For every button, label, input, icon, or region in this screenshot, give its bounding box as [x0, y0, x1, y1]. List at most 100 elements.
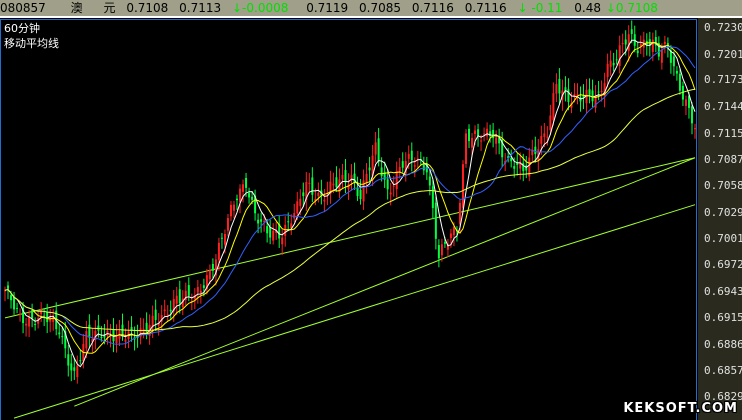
candle-body	[389, 192, 392, 195]
candle-body	[70, 363, 73, 371]
candle-body	[359, 189, 362, 199]
y-tick-label: 0.6972	[704, 258, 742, 272]
trendline	[74, 157, 696, 407]
candle-body	[678, 73, 681, 91]
candle-body	[525, 165, 528, 171]
candle-body	[52, 317, 55, 322]
candle-body	[365, 173, 368, 184]
candle-body	[660, 49, 663, 63]
candle-body	[543, 133, 546, 137]
candle-body	[383, 171, 386, 180]
candle-body	[669, 50, 672, 63]
candle-body	[76, 365, 79, 378]
candle-body	[591, 90, 594, 102]
candle-body	[531, 149, 534, 156]
candle-body	[263, 220, 266, 222]
candle-body	[564, 87, 567, 92]
candle-body	[242, 184, 245, 192]
candle-body	[353, 173, 356, 182]
candle-body	[341, 174, 344, 180]
candle-body	[510, 158, 513, 162]
candle-body	[657, 42, 660, 57]
candle-body	[516, 162, 519, 165]
candle-body	[495, 137, 498, 144]
pct-change: ↓ -0.11	[517, 1, 563, 15]
candle-body	[549, 115, 552, 131]
candle-body	[10, 295, 13, 301]
high-price: 0.7119	[306, 1, 349, 15]
candle-body	[28, 316, 31, 327]
candle-body	[79, 360, 82, 362]
candle-body	[269, 226, 272, 238]
candle-body	[7, 285, 10, 289]
candle-body	[34, 324, 37, 326]
candle-body	[663, 41, 666, 44]
candle-body	[172, 298, 175, 312]
candle-body	[449, 233, 452, 239]
candle-body	[293, 213, 296, 219]
candle-body	[232, 204, 235, 211]
candle-body	[501, 139, 504, 158]
candle-body	[428, 176, 431, 186]
candle-body	[483, 133, 486, 135]
quote-header: 080857 澳 元 0.7108 0.7113 ↓-0.0008 0.7119…	[0, 0, 742, 18]
candle-body	[576, 94, 579, 97]
candle-body	[299, 198, 302, 206]
candle-body	[100, 336, 103, 338]
candle-body	[654, 37, 657, 46]
candle-body	[600, 90, 603, 92]
candle-body	[199, 290, 202, 294]
candle-body	[386, 179, 389, 190]
candle-body	[335, 177, 338, 188]
candle-body	[374, 142, 377, 155]
candle-body	[130, 327, 133, 331]
candle-body	[317, 192, 320, 197]
candle-body	[474, 130, 477, 135]
y-tick-label: 0.6943	[704, 285, 742, 299]
y-tick-label: 0.7173	[704, 73, 742, 87]
period-label: 60分钟	[4, 22, 40, 35]
candle-body	[380, 167, 383, 177]
candle-body	[181, 298, 184, 307]
candle-body	[486, 128, 489, 137]
candlestick-chart	[4, 20, 696, 419]
candle-body	[401, 161, 404, 168]
candle-body	[88, 324, 91, 338]
candle-body	[507, 156, 510, 159]
candle-body	[528, 157, 531, 177]
candle-body	[61, 336, 64, 338]
candle-body	[151, 315, 154, 328]
candle-body	[4, 290, 6, 292]
candle-body	[163, 309, 166, 312]
y-tick-label: 0.6915	[704, 310, 742, 324]
candle-body	[413, 165, 416, 167]
candle-body	[31, 310, 34, 319]
candle-body	[582, 95, 585, 99]
ma60-line	[4, 88, 696, 332]
candle-body	[22, 307, 25, 324]
candle-body	[245, 177, 248, 188]
chart-area[interactable]	[0, 19, 697, 420]
candle-body	[558, 78, 561, 94]
candle-body	[356, 187, 359, 197]
candle-body	[275, 229, 278, 233]
candle-body	[540, 135, 543, 144]
candle-body	[446, 243, 449, 250]
candle-body	[597, 91, 600, 93]
candle-body	[314, 198, 317, 201]
candle-body	[251, 196, 254, 200]
candle-body	[305, 181, 308, 201]
candle-body	[178, 289, 181, 304]
y-tick-label: 0.7001	[704, 231, 742, 245]
candle-body	[546, 136, 549, 138]
candle-body	[398, 167, 401, 173]
candle-body	[434, 202, 437, 239]
candle-body	[627, 34, 630, 51]
candle-body	[121, 324, 124, 337]
symbol-name: 澳	[70, 1, 83, 15]
candle-body	[675, 70, 678, 74]
candle-body	[205, 275, 208, 290]
candle-body	[630, 29, 633, 35]
candle-body	[332, 183, 335, 186]
candle-body	[290, 223, 293, 229]
